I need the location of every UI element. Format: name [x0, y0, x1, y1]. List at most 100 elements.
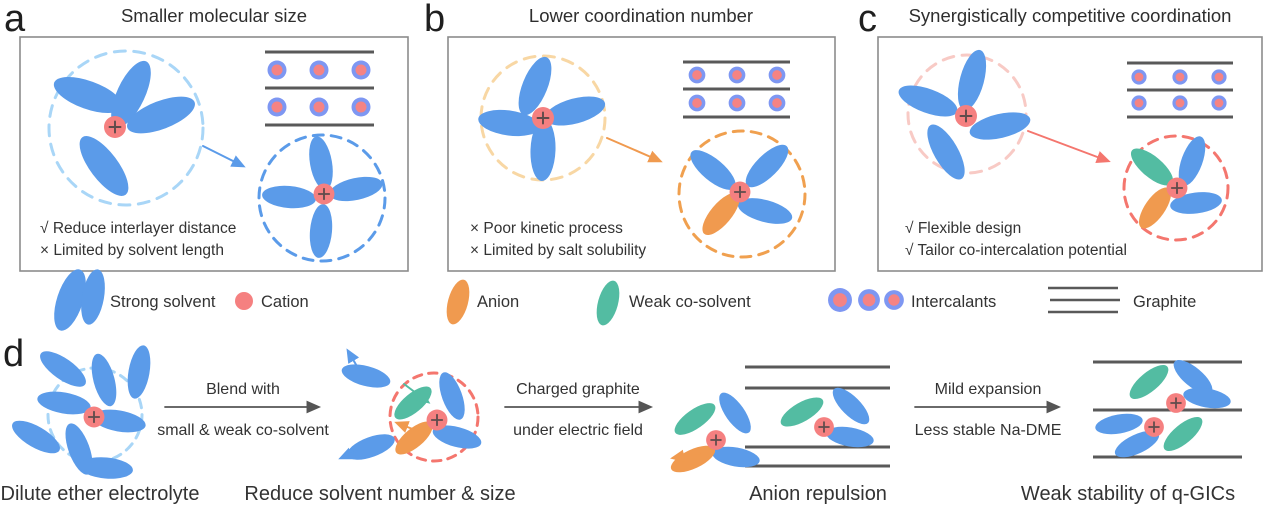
cation-legend-icon	[235, 292, 253, 310]
panel-a-point-2: × Limited by solvent length	[40, 242, 224, 259]
cosolvent-legend-icon	[596, 280, 620, 326]
intercalant-icon	[1172, 95, 1188, 111]
solvent-ellipse	[127, 96, 195, 134]
panel-c-point-2: √ Tailor co-intercalation potential	[905, 242, 1127, 259]
solvation-shell-large-c	[898, 49, 1031, 180]
solvent-ellipse	[79, 136, 129, 196]
cation-icon	[312, 182, 336, 206]
intercalant-icon	[351, 60, 371, 80]
panel-b: b Lower coordination number	[424, 0, 836, 272]
solvent-ellipse	[92, 409, 146, 433]
step-label-3: Anion repulsion	[749, 483, 887, 505]
solvent-ellipse	[1178, 136, 1206, 186]
solvent-ellipse	[826, 426, 874, 448]
arrow-2-bottom-label: under electric field	[513, 422, 643, 439]
step-label-1: Dilute ether electrolyte	[1, 483, 200, 505]
solvation-shell-circle	[1122, 134, 1230, 242]
cation-icon	[531, 106, 555, 130]
solvent-ellipse	[957, 49, 987, 111]
solvent-ellipse	[530, 119, 556, 181]
solvation-shell-small-c	[1122, 134, 1230, 242]
solvent-ellipse	[737, 198, 793, 224]
cation-icon	[705, 429, 727, 451]
solvent-ellipse	[518, 56, 552, 116]
intercalant-icon	[728, 66, 746, 84]
intercalant-icon	[688, 94, 706, 112]
solvent-ellipse	[111, 60, 151, 128]
solvent-ellipse	[329, 176, 383, 202]
intercalant-icon	[688, 66, 706, 84]
panel-c-transition-arrow	[1027, 130, 1111, 163]
intercalant-icon	[858, 289, 880, 311]
legend-anion: Anion	[477, 293, 519, 311]
solvation-shell-small-b	[677, 129, 807, 259]
cation-icon	[1165, 176, 1189, 200]
solvent-ellipse	[37, 391, 91, 415]
solvation-shell-circle	[47, 49, 205, 207]
cation-icon	[1143, 416, 1165, 438]
panel-b-point-2: × Limited by salt solubility	[470, 242, 646, 259]
cation-icon	[813, 416, 835, 438]
legend-graphite: Graphite	[1133, 293, 1196, 311]
solvent-ellipse	[91, 353, 117, 407]
cosolvent-ellipse	[674, 403, 716, 435]
cation-icon	[728, 180, 752, 204]
panel-b-graphite-inset	[683, 60, 790, 119]
anion-ellipse	[1138, 187, 1172, 229]
solvent-ellipse	[262, 185, 316, 209]
solvent-ellipse	[40, 351, 86, 387]
panel-b-transition-arrow	[606, 137, 663, 163]
panel-a-title: Smaller molecular size	[121, 5, 307, 26]
solvent-ellipse	[127, 345, 151, 399]
solvent-ellipse	[927, 124, 965, 180]
panel-c-graphite-inset	[1127, 61, 1233, 119]
cluster-q-gics	[1093, 359, 1242, 459]
anion-ellipse	[702, 192, 740, 236]
arrow-3-bottom-label: Less stable Na-DME	[915, 422, 1062, 439]
strong-solvent-icon	[81, 269, 105, 325]
solvent-ellipse	[12, 420, 60, 454]
panel-c-label: c	[858, 0, 877, 40]
anion-repelled-arrow	[670, 449, 701, 463]
legend-row: Strong solvent Cation Anion Weak co-solv…	[54, 269, 1196, 331]
process-arrow-2: Charged graphite under electric field	[504, 381, 654, 439]
panel-b-title: Lower coordination number	[529, 5, 753, 26]
panel-d-label: d	[3, 333, 24, 375]
intercalant-icon	[1211, 69, 1227, 85]
solvent-ellipse	[309, 204, 333, 258]
intercalant-icon	[267, 97, 287, 117]
solvent-ellipse	[544, 96, 606, 126]
arrow-1-bottom-label: small & weak co-solvent	[157, 422, 329, 439]
intercalant-icon	[267, 60, 287, 80]
solvent-ellipse	[1095, 413, 1143, 435]
cosolvent-ellipse	[1129, 364, 1169, 400]
intercalant-icon	[728, 94, 746, 112]
solvent-ellipse	[1183, 387, 1231, 409]
legend-weak-cosolvent: Weak co-solvent	[629, 293, 751, 311]
solvent-ellipse	[745, 144, 789, 188]
solvation-shell-circle	[906, 53, 1028, 175]
intercalant-icon	[1131, 69, 1147, 85]
panel-a-graphite-inset	[265, 50, 374, 127]
arrow-3-top-label: Mild expansion	[935, 381, 1042, 398]
solvent-ellipse	[898, 85, 958, 117]
solvent-leaving-arrow	[338, 447, 358, 460]
intercalant-icon	[309, 97, 329, 117]
solvation-shell-circle	[677, 129, 807, 259]
solvent-ellipse	[478, 109, 540, 137]
solvation-shell-small-a	[257, 133, 387, 263]
arrow-1-top-label: Blend with	[206, 381, 280, 398]
solvent-ellipse	[969, 112, 1031, 140]
panel-a-transition-arrow	[202, 145, 246, 168]
solvation-shell-circle	[388, 371, 480, 463]
intercalant-icon	[1131, 95, 1147, 111]
strong-solvent-icon	[54, 269, 86, 331]
arrow-2-top-label: Charged graphite	[516, 381, 640, 398]
solvent-ellipse	[439, 372, 465, 420]
solvent-leaving-arrow	[346, 348, 360, 369]
cluster-dilute-electrolyte	[12, 345, 151, 479]
solvent-ellipse	[690, 150, 736, 190]
cosolvent-ellipse	[780, 397, 824, 427]
